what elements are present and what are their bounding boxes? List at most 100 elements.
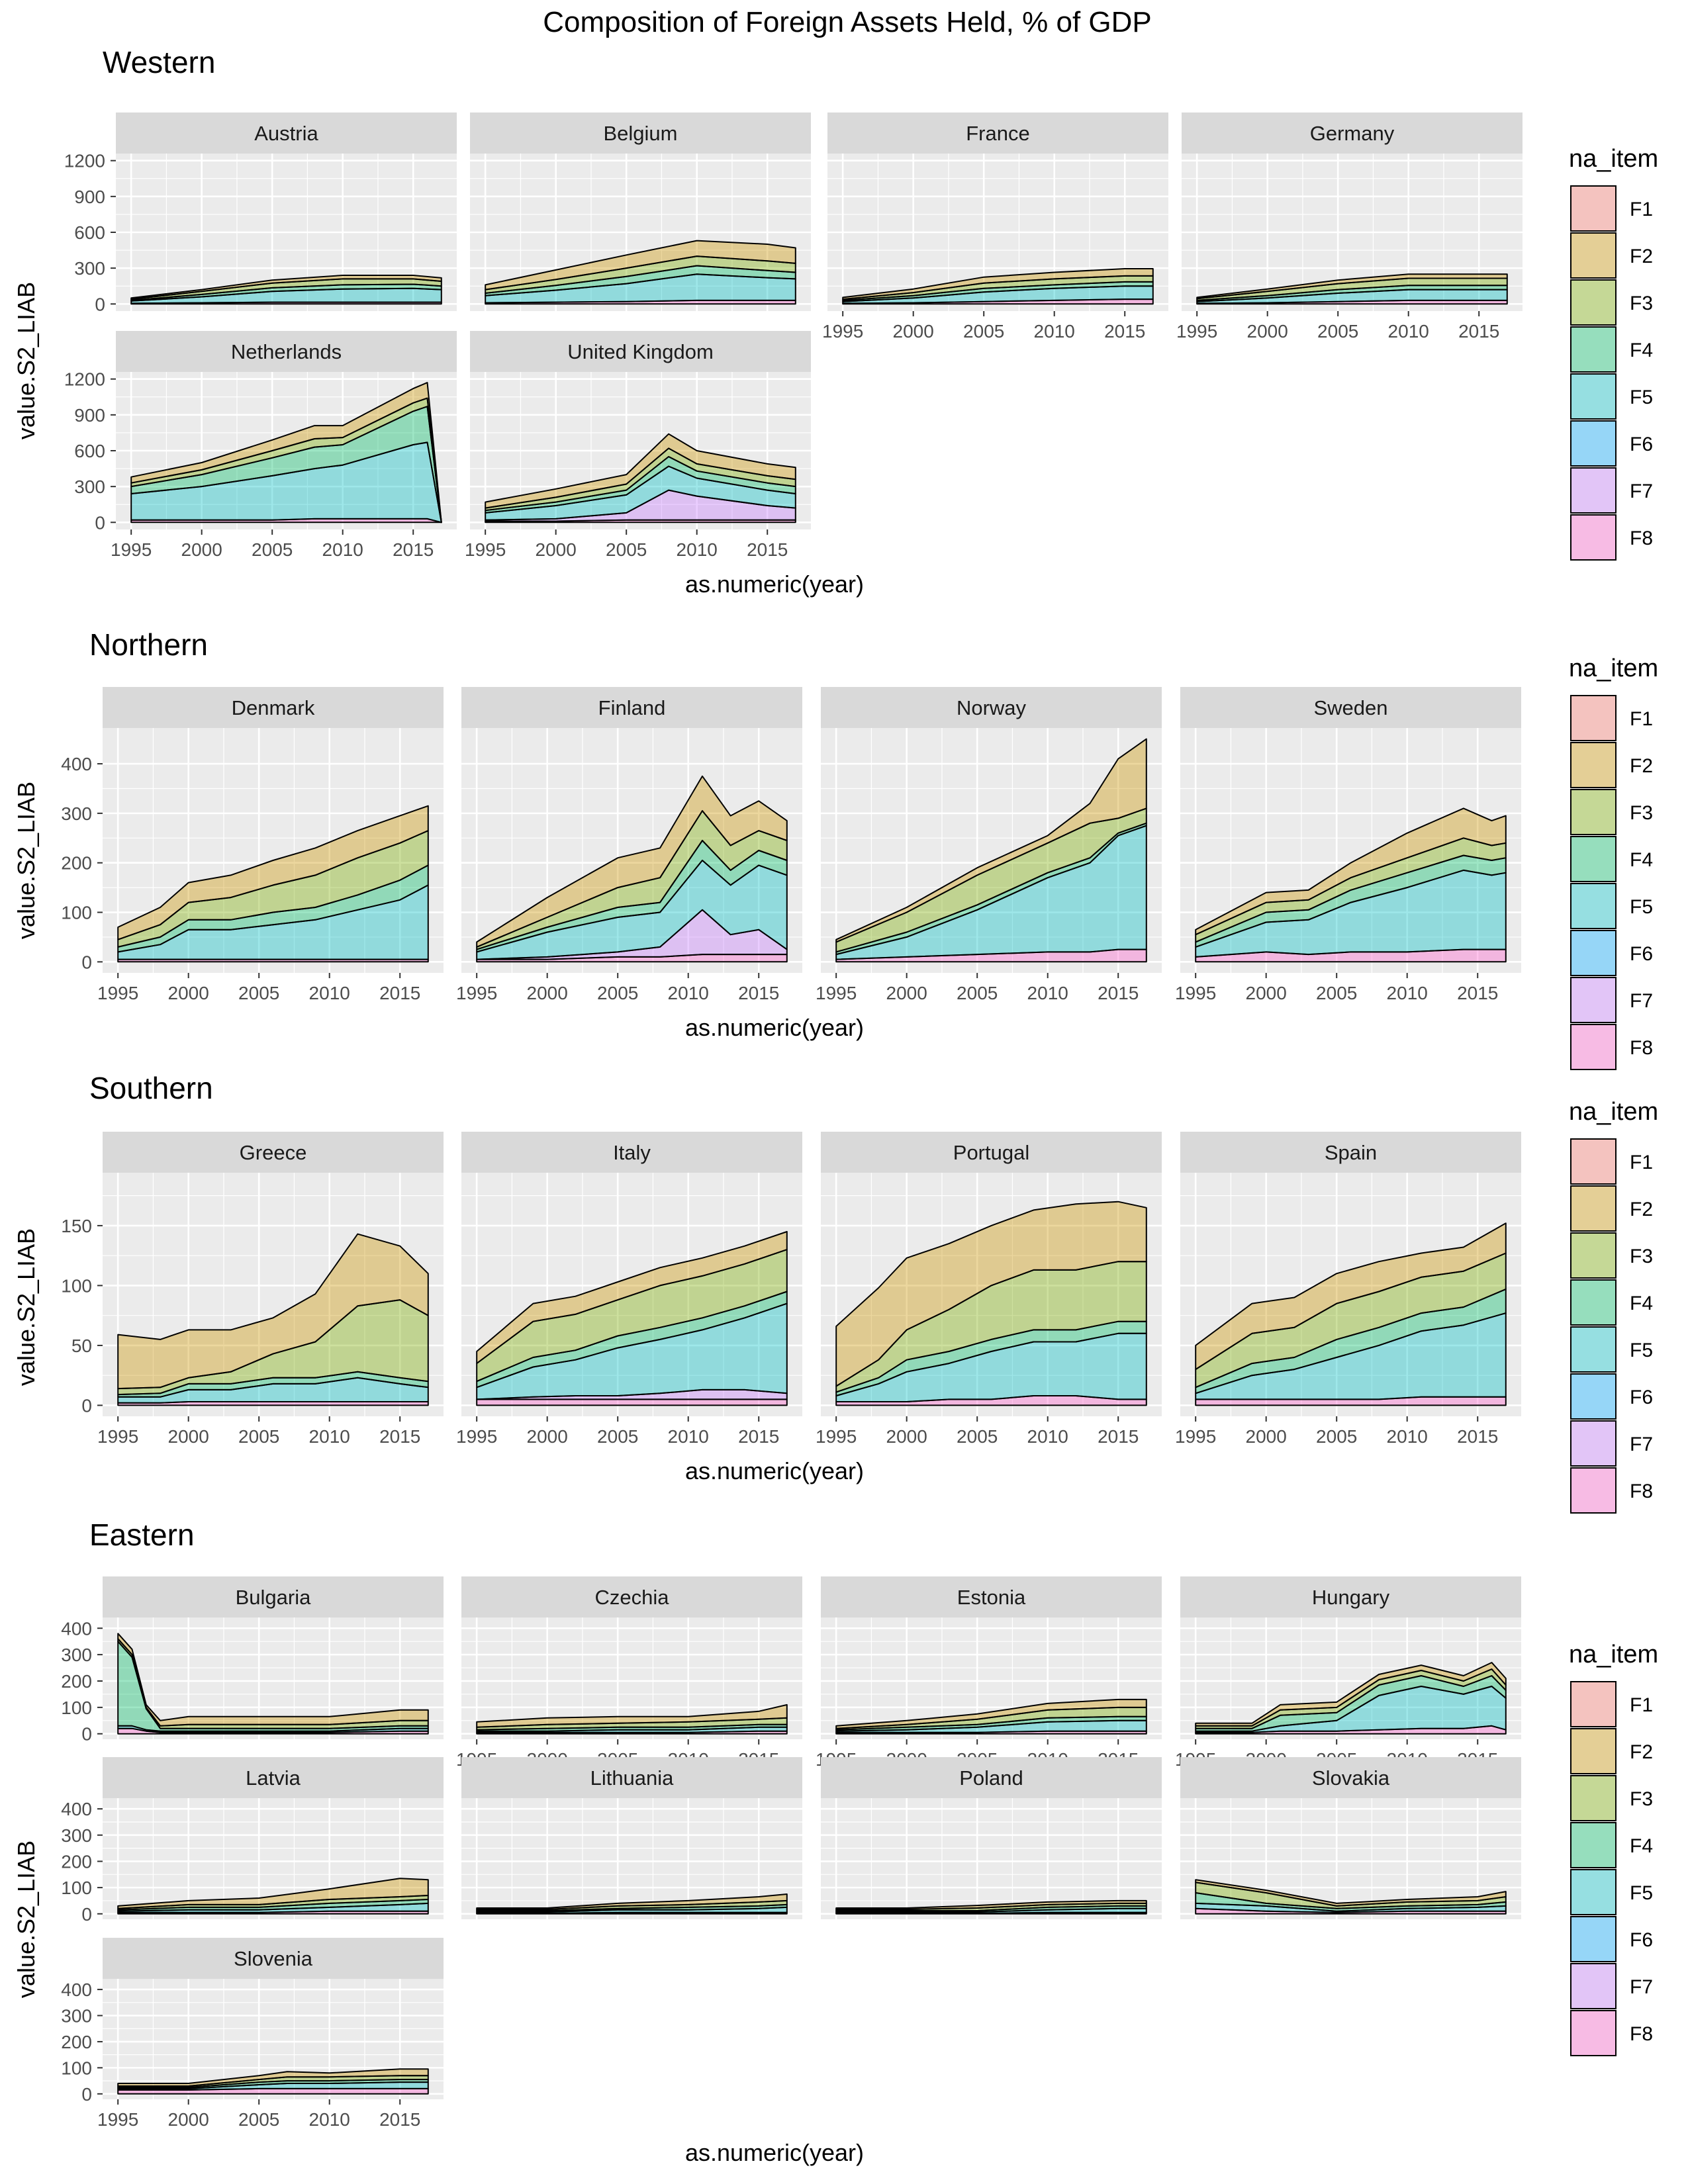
area-f2 xyxy=(117,1633,429,1727)
x-tick-label: 2000 xyxy=(886,1426,927,1447)
legend-key-bg xyxy=(1570,1728,1617,1774)
facet-label: Lithuania xyxy=(590,1766,675,1790)
facet-strip xyxy=(103,1132,444,1173)
legend-label: F5 xyxy=(1630,896,1653,918)
legend-label: F2 xyxy=(1630,246,1653,267)
area-f2 xyxy=(1195,1222,1507,1371)
area-f2 xyxy=(117,2068,429,2087)
legend-title: na_item xyxy=(1569,1098,1658,1126)
x-tick-label: 2010 xyxy=(309,983,350,1003)
legend-title: na_item xyxy=(1569,655,1658,682)
chart-title: Composition of Foreign Assets Held, % of… xyxy=(543,6,1152,38)
x-tick-label: 1995 xyxy=(97,2109,138,2130)
area-f2 xyxy=(130,382,442,523)
y-tick-label: 0 xyxy=(81,1904,92,1925)
y-tick-label: 100 xyxy=(61,1698,92,1718)
x-tick-label: 2000 xyxy=(168,983,209,1003)
facet-label: Czechia xyxy=(595,1586,670,1609)
legend-label: F4 xyxy=(1630,1835,1653,1857)
legend-key-bg xyxy=(1570,373,1617,420)
legend-key-bg xyxy=(1570,467,1617,514)
facet-united-kingdom: United Kingdom 1995 2000 2005 2010 2015 xyxy=(465,331,811,560)
y-axis-title: value.S2_LIAB xyxy=(13,282,40,439)
legend-key-bg xyxy=(1570,1326,1617,1373)
legend-label: F2 xyxy=(1630,1199,1653,1220)
y-tick-label: 300 xyxy=(61,803,92,824)
facet-label: Poland xyxy=(959,1766,1023,1790)
area-f2 xyxy=(130,275,442,300)
facet-strip xyxy=(821,1576,1162,1617)
area-f2 xyxy=(476,1704,788,1728)
x-tick-label: 2010 xyxy=(1388,321,1429,341)
facet-estonia: Estonia19952000200520102015 xyxy=(816,1576,1162,1770)
x-tick-label: 2000 xyxy=(181,539,222,560)
legend-key-bg xyxy=(1570,1681,1617,1727)
facet-label: Germany xyxy=(1310,122,1395,145)
area-f2 xyxy=(842,268,1154,300)
x-tick-label: 2005 xyxy=(238,983,279,1003)
legend-swatch-f4 xyxy=(1570,836,1617,882)
legend-swatch-f8 xyxy=(1570,1024,1617,1070)
x-tick-label: 2005 xyxy=(238,2109,279,2130)
legend-swatch-f8 xyxy=(1570,514,1617,561)
facet-finland: Finland 1995 2000 2005 2010 2015 xyxy=(456,687,802,1003)
x-tick-label: 2000 xyxy=(1246,983,1287,1003)
x-tick-label: 2005 xyxy=(606,539,647,560)
y-axis-title: value.S2_LIAB xyxy=(13,1841,40,1998)
legend-label: F3 xyxy=(1630,293,1653,314)
facet-label: Portugal xyxy=(953,1141,1029,1164)
facet-strip xyxy=(103,1938,444,1979)
x-tick-label: 2010 xyxy=(1387,1426,1428,1447)
x-tick-label: 2010 xyxy=(1034,321,1075,341)
facet-latvia: Latvia 0 100 200 300 400 xyxy=(61,1757,444,1925)
x-tick-label: 2010 xyxy=(1027,983,1068,1003)
x-axis-title: as.numeric(year) xyxy=(685,1014,864,1041)
facet-strip xyxy=(827,113,1168,154)
facet-strip xyxy=(116,113,457,154)
legend-label: F1 xyxy=(1630,1694,1653,1716)
x-tick-label: 1995 xyxy=(97,983,138,1003)
x-tick-label: 1995 xyxy=(816,1426,857,1447)
x-tick-label: 2015 xyxy=(1098,983,1139,1003)
facet-netherlands: Netherlands 0 300 600 900 1200 1995 2000 2005 201… xyxy=(64,331,457,560)
legend-label: F8 xyxy=(1630,527,1653,549)
legend-swatch-f7 xyxy=(1570,1963,1617,2009)
facet-france: France 1995 2000 2005 2010 2015 xyxy=(822,113,1168,341)
x-tick-label: 2010 xyxy=(309,2109,350,2130)
y-tick-label: 400 xyxy=(61,1799,92,1819)
panel-background xyxy=(821,1798,1162,1919)
y-tick-label: 400 xyxy=(61,1979,92,2000)
x-tick-label: 2005 xyxy=(597,1426,638,1447)
x-tick-label: 2015 xyxy=(393,539,434,560)
legend-label: F7 xyxy=(1630,1433,1653,1455)
facet-label: Netherlands xyxy=(231,340,342,363)
y-tick-label: 300 xyxy=(61,2006,92,2026)
area-f2 xyxy=(835,1899,1147,1910)
legend-key-bg xyxy=(1570,1822,1617,1868)
area-f8 xyxy=(476,1398,788,1406)
legend-swatch-f2 xyxy=(1570,742,1617,788)
y-tick-label: 0 xyxy=(81,1724,92,1745)
facet-label: Hungary xyxy=(1312,1586,1390,1609)
facet-strip xyxy=(821,687,1162,728)
facet-portugal: Portugal 1995 2000 2005 2010 2015 xyxy=(816,1132,1162,1447)
legend: na_item F1 F2 F3 F4 F5 F6 F7 F8 xyxy=(1569,1641,1658,2056)
legend-swatch-f3 xyxy=(1570,1775,1617,1821)
y-tick-label: 100 xyxy=(61,1878,92,1898)
section-northern: Northern Denmark 0 100 200 300 400 1995 2000 2005… xyxy=(13,627,1658,1070)
legend-label: F6 xyxy=(1630,943,1653,965)
y-tick-label: 1200 xyxy=(64,151,105,171)
facet-label: Austria xyxy=(254,122,318,145)
facet-sweden: Sweden 1995 2000 2005 2010 2015 xyxy=(1175,687,1521,1003)
x-tick-label: 1995 xyxy=(1176,321,1217,341)
x-tick-label: 2010 xyxy=(677,539,718,560)
x-tick-label: 1995 xyxy=(456,1426,497,1447)
x-tick-label: 1995 xyxy=(456,983,497,1003)
legend-swatch-f3 xyxy=(1570,789,1617,835)
facet-label: Norway xyxy=(957,696,1027,719)
facet-denmark: Denmark 0 100 200 300 400 1995 2000 2005 2010 2015 xyxy=(61,687,444,1003)
legend-label: F8 xyxy=(1630,1480,1653,1502)
section-title: Eastern xyxy=(89,1518,195,1552)
x-tick-label: 2015 xyxy=(1458,321,1499,341)
y-tick-label: 100 xyxy=(61,1275,92,1296)
